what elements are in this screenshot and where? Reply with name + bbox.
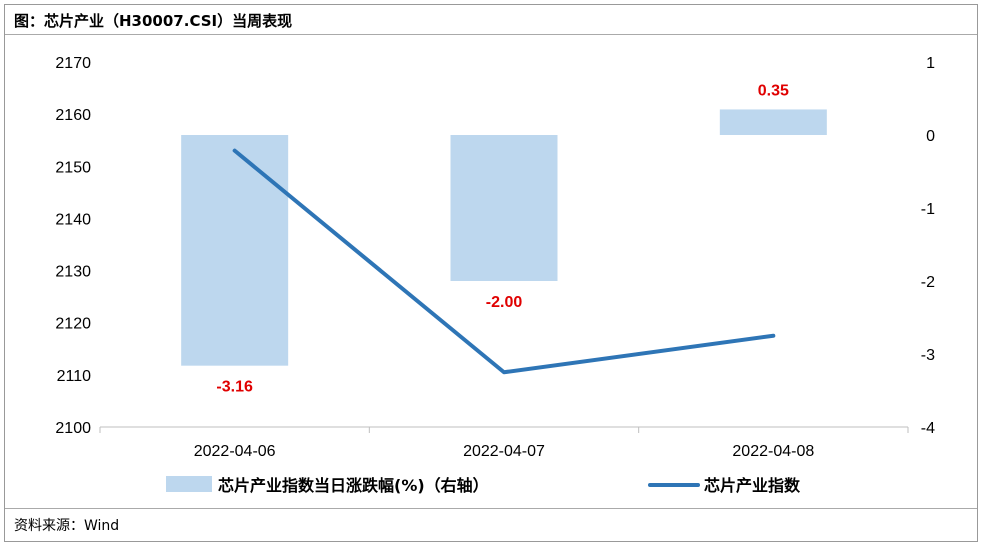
- source-note: 资料来源：Wind: [14, 518, 120, 534]
- chart-title: 图：芯片产业（H30007.CSI）当周表现: [14, 12, 293, 30]
- left-y-tick-label: 2100: [55, 420, 91, 437]
- chart-axes: 2022-04-06 2022-04-07 2022-04-08 2100 2110 21…: [55, 55, 935, 460]
- title-divider: [5, 34, 977, 35]
- right-y-tick-label: -1: [921, 201, 935, 218]
- bar-data-label: 0.35: [758, 82, 789, 99]
- legend-bar-swatch: [166, 476, 212, 492]
- bar: [719, 109, 827, 135]
- data-labels: -3.16 -2.00 0.35: [216, 82, 789, 395]
- line-series: [232, 148, 776, 375]
- x-tick-label: 2022-04-07: [463, 443, 545, 460]
- bar-data-label: -2.00: [486, 294, 523, 311]
- chart-legend: 芯片产业指数当日涨跌幅(%)（右轴） 芯片产业指数: [166, 476, 801, 495]
- chart-frame: [4, 4, 978, 542]
- bar-series: [181, 109, 827, 366]
- left-y-tick-label: 2170: [55, 55, 91, 72]
- bar-data-label: -3.16: [216, 379, 253, 396]
- legend-line-label: 芯片产业指数: [704, 476, 801, 495]
- x-tick-label: 2022-04-08: [732, 443, 814, 460]
- left-y-tick-label: 2160: [55, 107, 91, 124]
- right-y-tick-label: 0: [926, 128, 935, 145]
- left-y-tick-label: 2110: [57, 368, 92, 385]
- bar: [181, 135, 289, 366]
- left-y-tick-label: 2150: [55, 159, 91, 176]
- right-y-tick-label: -3: [921, 347, 935, 364]
- left-y-tick-label: 2140: [55, 211, 91, 228]
- source-divider: [5, 508, 977, 509]
- right-y-tick-label: -2: [921, 274, 935, 291]
- left-y-tick-label: 2120: [55, 316, 91, 333]
- x-tick-label: 2022-04-06: [194, 443, 276, 460]
- legend-bar-label: 芯片产业指数当日涨跌幅(%)（右轴）: [218, 476, 489, 495]
- bar: [450, 135, 558, 281]
- right-y-tick-label: 1: [926, 55, 935, 72]
- left-y-tick-label: 2130: [55, 264, 91, 281]
- right-y-tick-label: -4: [921, 420, 935, 437]
